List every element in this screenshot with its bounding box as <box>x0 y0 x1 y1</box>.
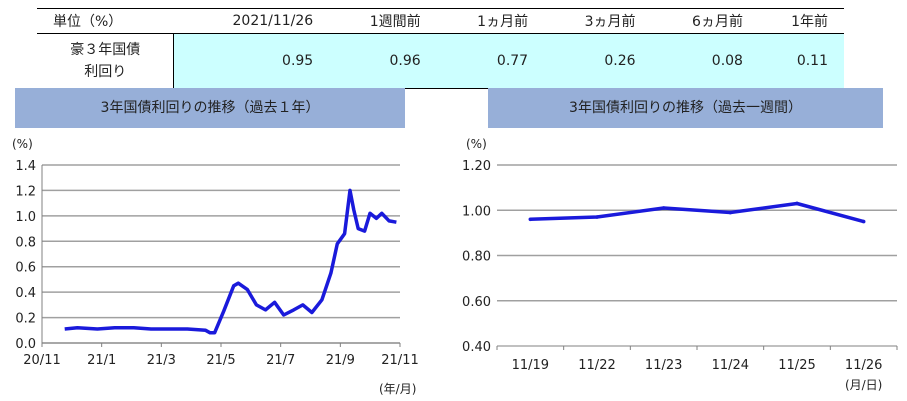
data-point <box>861 219 866 224</box>
table-header-row: 単位（%） 2021/11/26 1週間前 1ヵ月前 3ヵ月前 6ヵ月前 1年前 <box>37 8 844 34</box>
x-tick-label: 21/7 <box>266 353 295 368</box>
data-point <box>661 206 666 210</box>
x-tick-label: 11/22 <box>578 358 615 373</box>
y-tick-label: 1.00 <box>462 204 491 219</box>
row-label-line2: 利回り <box>84 64 127 80</box>
x-tick-label: 21/9 <box>326 353 355 368</box>
table-cell: 0.77 <box>436 33 545 89</box>
y-tick-label: 0.0 <box>15 337 36 352</box>
table-cell: 0.08 <box>651 33 759 89</box>
y-tick-label: 0.4 <box>15 286 36 301</box>
x-axis-unit: (月/日) <box>845 378 882 392</box>
row-label-line1: 豪３年国債 <box>70 42 141 58</box>
x-tick-label: 21/1 <box>87 353 116 368</box>
y-tick-label: 0.6 <box>15 261 36 276</box>
x-tick-label: 11/24 <box>712 358 749 373</box>
x-tick-label: 11/19 <box>512 358 549 373</box>
chart1-title: 3年国債利回りの推移（過去１年） <box>15 88 405 128</box>
x-tick-label: 21/5 <box>206 353 235 368</box>
column-header: 2021/11/26 <box>173 8 330 34</box>
x-tick-label: 11/23 <box>645 358 682 373</box>
y-tick-label: 1.2 <box>15 184 36 199</box>
data-point <box>728 210 733 215</box>
y-tick-label: 1.0 <box>15 210 36 225</box>
data-point <box>595 215 599 219</box>
column-header: 3ヵ月前 <box>544 8 652 34</box>
y-tick-label: 0.2 <box>15 312 36 327</box>
table-cell: 0.96 <box>329 33 437 89</box>
y-tick-label: 0.8 <box>15 235 36 250</box>
column-header: 6ヵ月前 <box>651 8 759 34</box>
column-header: 1ヵ月前 <box>436 8 545 34</box>
y-axis-unit: (%) <box>466 137 487 151</box>
table-cell: 0.11 <box>758 33 844 89</box>
series-line <box>530 201 865 224</box>
y-tick-label: 0.80 <box>462 250 491 265</box>
y-tick-label: 1.20 <box>462 159 491 174</box>
x-axis-unit: (年/月) <box>379 382 416 396</box>
x-tick-label: 21/3 <box>147 353 176 368</box>
x-tick-label: 11/26 <box>845 358 882 373</box>
column-header: 1週間前 <box>329 8 437 34</box>
column-header: 1年前 <box>758 8 844 34</box>
y-tick-label: 1.4 <box>15 159 36 174</box>
y-tick-label: 0.60 <box>462 295 491 310</box>
y-axis-unit: (%) <box>12 137 33 151</box>
series-line <box>64 188 397 335</box>
x-tick-label: 20/11 <box>23 353 60 368</box>
unit-header: 単位（%） <box>37 8 174 34</box>
x-tick-label: 11/25 <box>778 358 815 373</box>
x-tick-label: 21/11 <box>381 353 418 368</box>
data-point <box>795 201 799 206</box>
y-tick-label: 0.40 <box>462 340 491 355</box>
chart2-title: 3年国債利回りの推移（過去一週間） <box>488 88 883 128</box>
data-point <box>528 217 533 222</box>
